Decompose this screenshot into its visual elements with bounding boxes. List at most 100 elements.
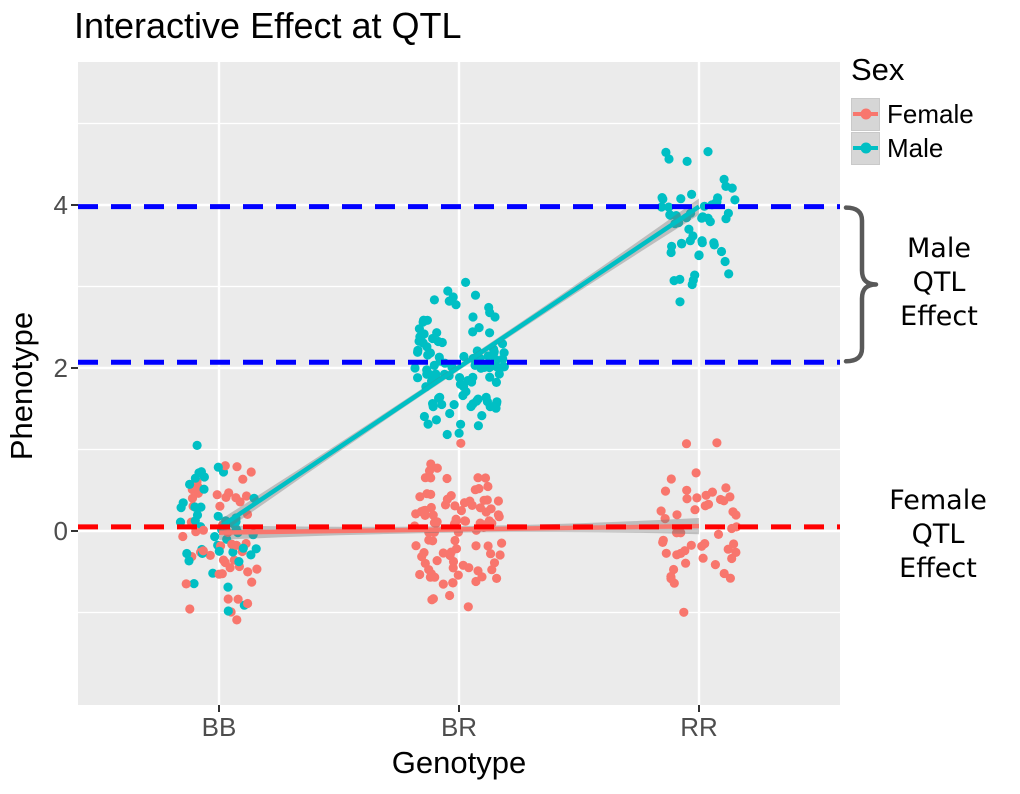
data-point-female — [710, 560, 721, 570]
data-point-female — [426, 569, 436, 579]
legend-label-female: Female — [887, 98, 974, 129]
data-point-male — [413, 345, 423, 355]
data-point-female — [456, 438, 466, 448]
annotation-female-qtl-effect: Female QTL Effect — [889, 485, 987, 584]
data-point-female — [463, 602, 473, 612]
data-point-female — [458, 560, 468, 570]
data-point-female — [473, 473, 483, 483]
data-point-male — [413, 373, 423, 383]
data-point-female — [492, 573, 502, 584]
data-point-male — [455, 379, 466, 389]
data-point-female — [479, 495, 489, 505]
legend-entry-female: Female — [851, 97, 974, 131]
data-point-female — [453, 570, 463, 580]
data-point-male — [720, 256, 730, 267]
data-point-male — [434, 393, 444, 403]
data-point-male — [676, 238, 687, 248]
data-point-male — [697, 213, 707, 223]
data-point-male — [431, 369, 441, 379]
data-point-female — [456, 506, 466, 516]
data-point-male — [410, 363, 420, 373]
data-point-male — [470, 290, 481, 300]
data-point-male — [665, 210, 675, 220]
data-point-male — [675, 297, 685, 307]
data-point-female — [445, 590, 455, 601]
data-point-female — [725, 573, 736, 583]
data-point-male — [428, 402, 438, 412]
data-point-female — [185, 604, 195, 614]
data-point-male — [429, 295, 439, 305]
data-point-female — [723, 544, 733, 554]
data-point-male — [425, 348, 435, 358]
data-point-male — [473, 421, 483, 431]
data-point-female — [698, 553, 708, 563]
data-point-male — [658, 194, 668, 204]
data-point-female — [474, 484, 484, 494]
x-tick-label-BB: BB — [201, 712, 237, 742]
data-point-female — [487, 565, 497, 575]
data-point-male — [730, 195, 740, 205]
data-point-male — [461, 277, 471, 287]
data-point-female — [238, 474, 248, 484]
legend-key-dot — [860, 108, 871, 120]
data-point-male — [481, 392, 491, 402]
x-axis-title: Genotype — [391, 745, 527, 780]
data-point-female — [424, 535, 434, 545]
data-point-female — [658, 537, 668, 548]
data-point-female — [232, 462, 242, 472]
data-point-male — [214, 546, 224, 556]
data-point-female — [243, 567, 253, 577]
data-point-female — [428, 510, 438, 520]
data-point-male — [664, 154, 674, 164]
data-point-female — [426, 489, 436, 499]
data-point-male — [445, 408, 455, 419]
data-point-male — [485, 372, 495, 382]
data-point-female — [676, 528, 686, 538]
data-point-male — [676, 194, 686, 204]
data-point-female — [686, 540, 696, 550]
data-point-female — [486, 549, 496, 559]
data-point-female — [473, 566, 483, 576]
data-point-male — [223, 582, 233, 592]
legend-entry-male: Male — [851, 131, 974, 165]
data-point-female — [681, 439, 692, 449]
data-point-female — [227, 539, 237, 549]
data-point-male — [685, 236, 695, 246]
data-point-male — [477, 411, 487, 421]
data-point-female — [497, 538, 507, 548]
data-point-male — [489, 347, 499, 357]
data-point-male — [687, 189, 697, 199]
data-point-male — [429, 360, 439, 370]
data-point-female — [442, 494, 452, 504]
data-point-male — [185, 479, 195, 489]
data-point-female — [495, 550, 505, 560]
data-point-male — [664, 202, 674, 212]
data-point-male — [443, 286, 453, 296]
data-point-male — [210, 532, 220, 542]
data-point-female — [700, 501, 710, 511]
data-point-male — [213, 462, 223, 472]
data-point-female — [459, 498, 470, 508]
data-point-female — [719, 496, 729, 506]
x-tick-label-RR: RR — [680, 712, 718, 742]
data-point-female — [415, 569, 425, 580]
data-point-male — [468, 312, 478, 322]
data-point-female — [660, 514, 670, 524]
data-point-female — [493, 496, 503, 506]
data-point-male — [454, 428, 464, 438]
data-point-male — [455, 373, 465, 383]
data-point-male — [251, 544, 261, 554]
data-point-female — [712, 438, 722, 448]
data-point-male — [431, 415, 441, 425]
data-point-female — [679, 607, 689, 617]
data-point-male — [423, 369, 434, 379]
data-point-male — [199, 472, 209, 482]
data-point-male — [474, 323, 484, 333]
data-point-female — [241, 491, 252, 501]
annotation-male-qtl-effect: Male QTL Effect — [900, 233, 978, 332]
data-point-female — [420, 505, 430, 515]
data-point-female — [198, 525, 208, 535]
data-point-male — [175, 517, 186, 527]
data-point-female — [411, 509, 421, 519]
